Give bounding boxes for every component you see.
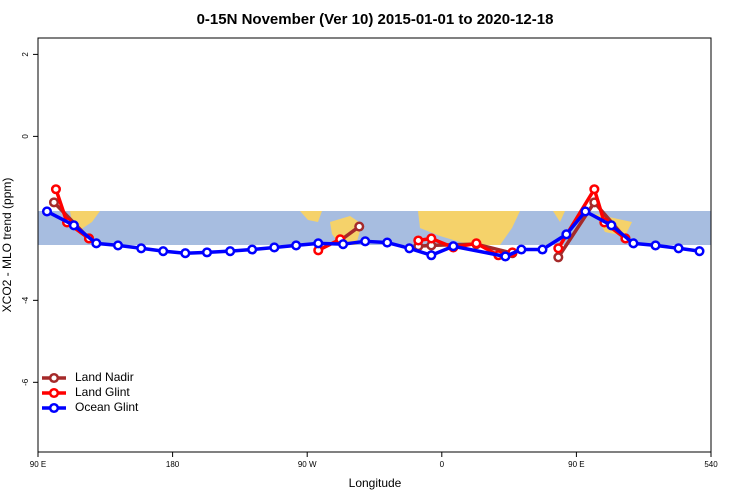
legend-marker bbox=[48, 402, 60, 414]
data-point bbox=[580, 206, 591, 217]
x-tick-label: 90 E bbox=[568, 460, 584, 469]
data-point bbox=[360, 236, 371, 247]
y-tick-label: 2 bbox=[21, 52, 30, 57]
data-point bbox=[537, 244, 548, 255]
data-point bbox=[225, 246, 236, 257]
chart-title: 0-15N November (Ver 10) 2015-01-01 to 20… bbox=[197, 11, 554, 28]
land bbox=[418, 211, 520, 245]
land bbox=[300, 211, 322, 222]
data-point bbox=[158, 246, 169, 257]
data-point bbox=[589, 184, 600, 195]
data-point bbox=[413, 235, 424, 246]
data-point bbox=[426, 250, 437, 261]
data-point bbox=[338, 239, 349, 250]
data-point bbox=[500, 251, 511, 262]
x-tick-label: 90 E bbox=[30, 460, 46, 469]
data-point bbox=[136, 243, 147, 254]
series bbox=[41, 206, 705, 262]
data-point bbox=[68, 220, 79, 231]
data-point bbox=[561, 229, 572, 240]
x-tick-label: 0 bbox=[440, 460, 445, 469]
y-axis-label: XCO2 - MLO trend (ppm) bbox=[0, 178, 14, 313]
data-point bbox=[91, 238, 102, 249]
data-point bbox=[41, 206, 53, 217]
data-point bbox=[112, 240, 124, 251]
data-point bbox=[404, 243, 415, 254]
x-tick-label: 540 bbox=[704, 460, 718, 469]
legend-marker bbox=[48, 387, 60, 399]
data-point bbox=[291, 240, 302, 251]
data-point bbox=[247, 244, 258, 255]
data-point bbox=[553, 243, 564, 254]
data-point bbox=[628, 238, 639, 249]
x-tick-label: 180 bbox=[166, 460, 180, 469]
data-point bbox=[694, 246, 705, 257]
data-point bbox=[50, 184, 61, 195]
data-point bbox=[650, 240, 661, 251]
data-point bbox=[673, 243, 684, 254]
land bbox=[553, 211, 565, 222]
data-point bbox=[382, 237, 393, 248]
x-axis-label: Longitude bbox=[349, 476, 402, 490]
data-point bbox=[606, 220, 617, 231]
legend-marker bbox=[48, 372, 60, 384]
data-point bbox=[448, 241, 459, 252]
data-point bbox=[201, 247, 213, 258]
y-tick-label: 0 bbox=[21, 134, 30, 139]
data-point bbox=[471, 238, 482, 249]
y-tick-label: -4 bbox=[21, 296, 30, 304]
y-tick-label: -6 bbox=[21, 378, 30, 386]
data-point bbox=[426, 233, 437, 244]
legend-label: Ocean Glint bbox=[75, 400, 139, 414]
x-tick-label: 90 W bbox=[298, 460, 317, 469]
legend-label: Land Glint bbox=[75, 385, 130, 399]
data-point bbox=[180, 248, 191, 259]
plot-frame bbox=[37, 37, 712, 453]
data-point bbox=[48, 197, 60, 208]
data-point bbox=[269, 242, 280, 253]
data-point bbox=[354, 221, 365, 232]
data-point bbox=[553, 252, 564, 263]
legend-label: Land Nadir bbox=[75, 370, 134, 384]
data-point bbox=[516, 244, 527, 255]
data-point bbox=[313, 238, 324, 249]
